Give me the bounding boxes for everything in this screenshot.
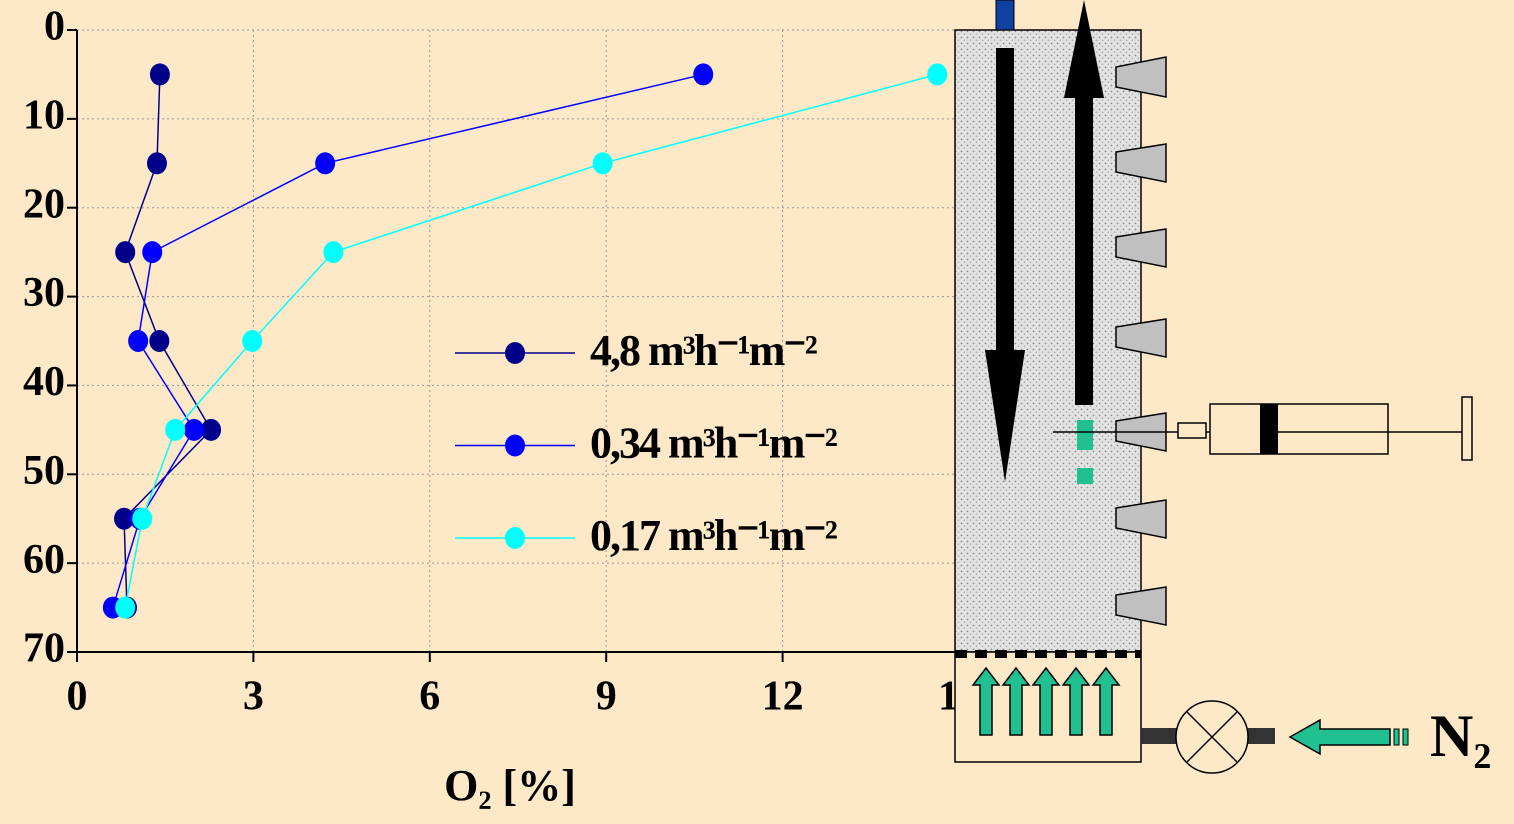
legend-marker: [505, 527, 525, 549]
data-point: [147, 152, 167, 174]
legend-label: 4,8 m³h⁻¹m⁻²: [590, 326, 818, 375]
data-point: [315, 152, 335, 174]
gas-label: N₂: [1430, 703, 1491, 769]
data-point: [150, 63, 170, 85]
legend-label: 0,34 m³h⁻¹m⁻²: [590, 419, 838, 468]
y-tick-label: 70: [23, 626, 65, 672]
x-tick-label: 9: [596, 674, 617, 720]
x-axis-label: O₂ [%]: [444, 761, 576, 810]
data-point: [593, 152, 613, 174]
page: 010203040506070036912154,8 m³h⁻¹m⁻²0,34 …: [0, 0, 1514, 824]
x-tick-label: 6: [419, 674, 440, 720]
x-tick-label: 0: [67, 674, 88, 720]
data-point: [115, 597, 135, 619]
data-point: [323, 241, 343, 263]
plot: 010203040506070036912154,8 m³h⁻¹m⁻²0,34 …: [23, 4, 980, 720]
data-point: [184, 419, 204, 441]
y-tick-label: 10: [23, 92, 65, 138]
data-point: [132, 508, 152, 530]
column-diagram: N₂: [955, 0, 1491, 773]
data-point: [115, 241, 135, 263]
y-tick-label: 20: [23, 181, 65, 227]
legend-label: 0,17 m³h⁻¹m⁻²: [590, 511, 838, 560]
data-point: [128, 330, 148, 352]
legend-marker: [505, 342, 525, 364]
data-point: [927, 63, 947, 85]
data-point: [242, 330, 262, 352]
y-tick-label: 60: [23, 537, 65, 583]
data-point: [142, 241, 162, 263]
data-point: [201, 419, 221, 441]
data-point: [165, 419, 185, 441]
x-tick-label: 3: [243, 674, 264, 720]
y-tick-label: 0: [44, 4, 65, 50]
legend-marker: [505, 435, 525, 457]
y-tick-label: 50: [23, 448, 65, 494]
data-point: [693, 63, 713, 85]
x-tick-label: 12: [762, 674, 804, 720]
data-point: [149, 330, 169, 352]
chart: 010203040506070036912154,8 m³h⁻¹m⁻²0,34 …: [0, 0, 1514, 819]
y-tick-label: 40: [23, 359, 65, 405]
y-tick-label: 30: [23, 270, 65, 316]
